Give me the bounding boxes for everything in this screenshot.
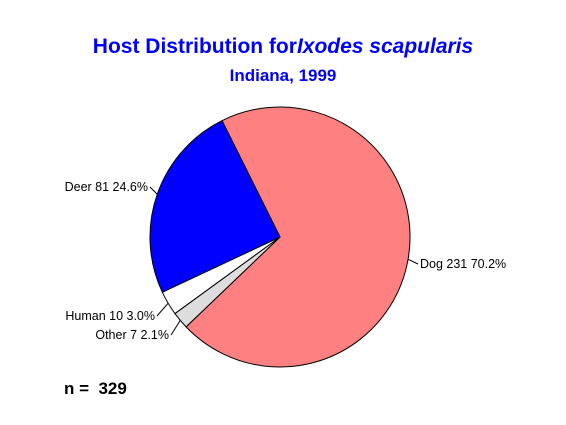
leader-line-deer — [149, 186, 158, 195]
slice-label-human: Human 10 3.0% — [65, 309, 155, 323]
slice-label-dog: Dog 231 70.2% — [420, 257, 506, 271]
sample-size-note: n = 329 — [64, 379, 127, 398]
slice-label-other: Other 7 2.1% — [95, 328, 169, 342]
pie-slices — [149, 106, 411, 368]
leader-line-other — [170, 320, 181, 336]
chart-title: Host Distribution forIxodes scapularis — [93, 35, 473, 58]
chart-title-species: Ixodes scapularis — [297, 35, 473, 58]
chart-subtitle: Indiana, 1999 — [230, 66, 337, 85]
leader-line-human — [156, 302, 169, 317]
leader-line-dog — [407, 258, 419, 265]
chart-title-prefix: Host Distribution for — [93, 35, 297, 58]
slice-dog — [185, 106, 411, 368]
slice-labels: Dog 231 70.2% Other 7 2.1% Human 10 3.0% De… — [65, 180, 507, 342]
slice-deer — [149, 119, 281, 293]
slice-label-deer: Deer 81 24.6% — [65, 180, 148, 194]
